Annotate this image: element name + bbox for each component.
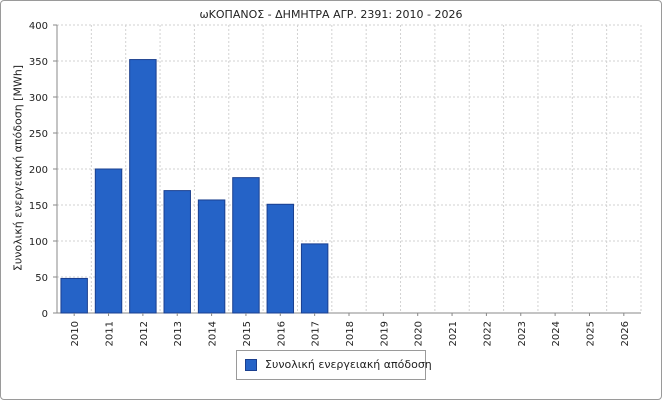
y-tick-label: 350 — [29, 57, 48, 68]
x-tick-label: 2021 — [448, 321, 459, 346]
x-tick-label: 2012 — [139, 321, 150, 346]
x-tick-label: 2023 — [517, 321, 528, 346]
x-tick-label: 2025 — [585, 321, 596, 346]
bar — [163, 190, 191, 314]
y-tick-label: 300 — [29, 93, 48, 104]
x-tick-label: 2024 — [551, 321, 562, 346]
bar — [232, 177, 260, 314]
legend-label: Συνολική ενεργειακή απόδοση — [265, 358, 432, 371]
x-tick-label: 2020 — [414, 321, 425, 346]
x-tick-label: 2022 — [482, 321, 493, 346]
bar — [300, 243, 329, 314]
bar — [129, 59, 157, 314]
x-tick-label: 2019 — [379, 321, 390, 346]
x-tick-label: 2011 — [105, 321, 116, 346]
x-tick-label: 2013 — [173, 321, 184, 346]
bar — [266, 203, 295, 314]
x-tick-label: 2015 — [242, 321, 253, 346]
y-tick-label: 50 — [35, 273, 48, 284]
bar — [197, 199, 226, 314]
bar — [94, 168, 123, 314]
y-tick-label: 100 — [29, 237, 48, 248]
x-tick-label: 2018 — [345, 321, 356, 346]
x-tick-label: 2016 — [276, 321, 287, 346]
chart-title: ωΚΟΠΑΝΟΣ - ΔΗΜΗΤΡΑ ΑΓΡ. 2391: 2010 - 202… — [199, 8, 463, 21]
y-tick-label: 200 — [29, 165, 48, 176]
x-tick-label: 2017 — [311, 321, 322, 346]
x-tick-label: 2026 — [620, 321, 631, 346]
bar — [60, 277, 88, 314]
legend: Συνολική ενεργειακή απόδοση — [236, 350, 432, 380]
x-tick-label: 2014 — [208, 321, 219, 346]
x-tick-label: 2010 — [70, 321, 81, 346]
y-tick-label: 150 — [29, 201, 48, 212]
y-tick-label: 400 — [29, 21, 48, 32]
legend-swatch — [245, 359, 257, 371]
y-tick-label: 0 — [42, 309, 48, 320]
y-tick-label: 250 — [29, 129, 48, 140]
